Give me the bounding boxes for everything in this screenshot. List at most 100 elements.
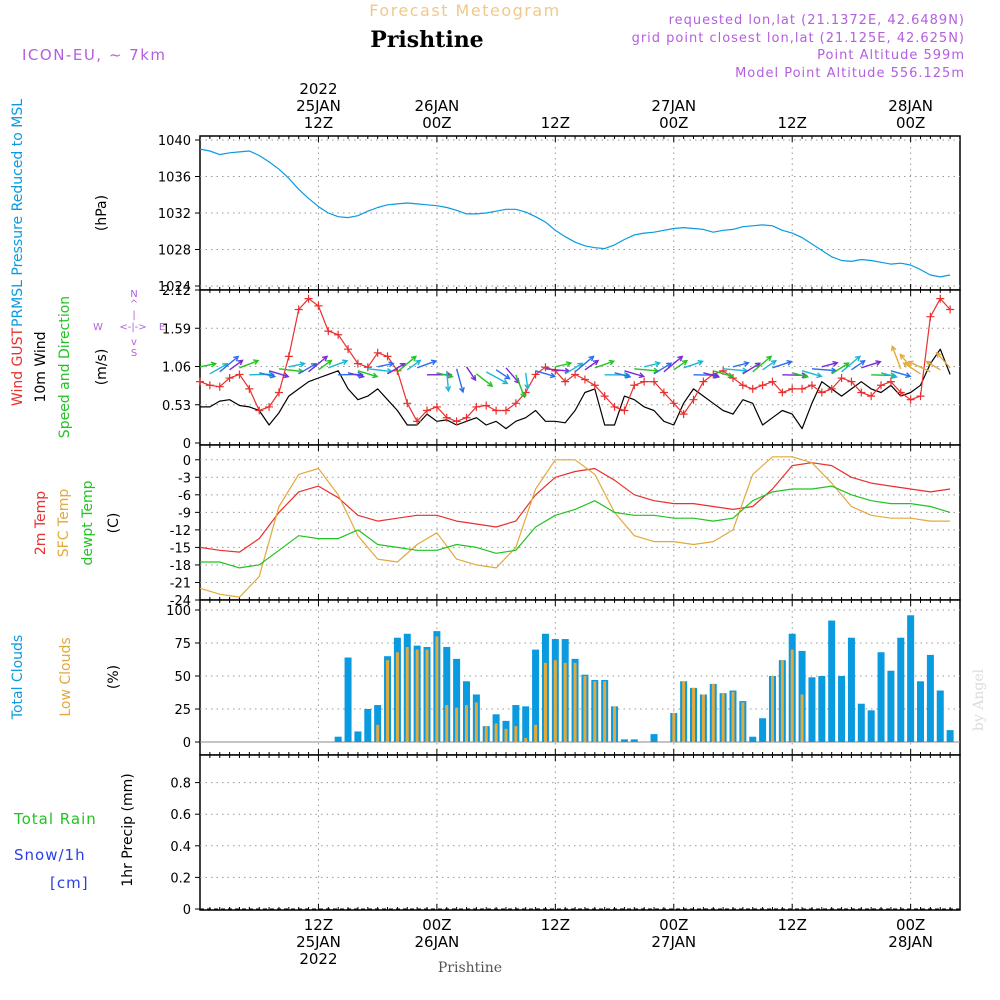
wind-direction-arrow: [555, 362, 572, 368]
wind-direction-arrow: [455, 368, 464, 393]
wind-direction-arrow: [545, 368, 570, 372]
total-clouds-bar: [630, 739, 638, 742]
wind-direction-arrow: [653, 362, 672, 375]
point-altitude: Point Altitude 599m: [817, 48, 965, 63]
wind-gust-marker: [205, 381, 214, 390]
wind-arrow-head: [905, 372, 912, 379]
y-tick-label: 75: [174, 637, 191, 652]
time-label-top: 00Z: [422, 114, 451, 132]
y-tick-label: -3: [178, 471, 191, 486]
wind-direction-arrow: [367, 368, 392, 373]
pressure-unit: (hPa): [94, 195, 110, 231]
total-clouds-bar: [838, 676, 846, 742]
low-clouds-bar: [770, 676, 774, 742]
wind-gust-marker: [807, 381, 816, 390]
wind-arrow-head: [445, 385, 452, 393]
wind-direction-arrow: [801, 370, 822, 378]
wind-arrow-head: [832, 360, 839, 367]
total-clouds-bar: [828, 620, 836, 742]
y-tick-label: 0.53: [162, 399, 191, 414]
wind-arrow-head: [925, 360, 932, 367]
wind-arrow-head: [902, 362, 909, 368]
panel-frame-clouds: [199, 599, 961, 756]
wind-direction-arrow: [229, 359, 243, 371]
wind-direction-arrow: [416, 360, 437, 369]
time-label-bottom: 12Z: [541, 916, 570, 934]
total-clouds-bar: [877, 652, 885, 742]
temp-dewpt-label: dewpt Temp: [80, 480, 96, 565]
wind-gust-marker: [728, 374, 737, 383]
wind-arrow-head: [713, 372, 721, 379]
total-clouds-bar: [808, 677, 816, 742]
wind-arrow-head: [447, 372, 454, 379]
wind-direction-arrow: [288, 362, 305, 368]
wind-direction-arrow: [485, 371, 508, 385]
wind-direction-arrow: [614, 372, 631, 378]
wind-arrow-head: [677, 355, 684, 362]
wind-gust-marker: [650, 377, 659, 386]
total-clouds-bar: [650, 734, 658, 742]
total-clouds-bar: [936, 690, 944, 742]
panel-frame-temperature: [199, 444, 961, 601]
y-tick-label: 1040: [158, 134, 191, 149]
time-label-top: 12Z: [304, 114, 333, 132]
compass-horizontal: <-|->: [119, 322, 146, 333]
wind-arrow-head: [415, 359, 422, 366]
wind-gust-marker: [344, 345, 353, 354]
low-clouds-bar: [573, 662, 577, 742]
wind-gust-marker: [630, 381, 639, 390]
wind-arrow-head: [816, 372, 823, 379]
pressure-line: [199, 148, 951, 278]
time-label-top: 28JAN: [888, 97, 933, 115]
wind-gust-marker: [403, 399, 412, 408]
wind-direction-arrow: [505, 367, 520, 384]
compass-north: N: [130, 289, 137, 300]
low-clouds-bar: [464, 705, 468, 742]
wind-arrow-head: [890, 345, 897, 352]
wind-gust-marker: [778, 388, 787, 397]
wind-direction-arrow: [535, 370, 555, 378]
time-label-top: 2022: [299, 80, 337, 98]
wind-gust-marker: [946, 305, 955, 314]
wind-arrow-head: [487, 381, 494, 387]
low-clouds-bar: [780, 660, 784, 742]
low-clouds-bar: [613, 706, 617, 742]
wind-direction-arrow: [899, 354, 912, 368]
time-label-bottom: 12Z: [304, 916, 333, 934]
wind-direction-arrow: [249, 373, 274, 376]
low-clouds-bar: [672, 712, 676, 742]
wind-gust-marker: [413, 417, 422, 426]
y-tick-label: 0: [183, 903, 191, 918]
low-clouds-bar: [484, 726, 488, 742]
wind-gust-marker: [916, 392, 925, 401]
low-clouds-bar: [415, 649, 419, 742]
low-clouds-bar: [593, 681, 597, 742]
temp-line-sfc-temp: [199, 456, 951, 598]
y-tick-label: -15: [170, 541, 191, 556]
wind-arrow-head: [470, 375, 477, 382]
time-label-bottom: 27JAN: [651, 933, 696, 951]
time-label-top: 12Z: [541, 114, 570, 132]
total-clouds-bar: [334, 736, 342, 742]
wind-direction-arrow: [936, 352, 951, 369]
wind-arrow-head: [935, 351, 942, 358]
wind-direction-arrow: [762, 360, 777, 371]
wind-gust-marker: [314, 301, 323, 310]
wind-gust-marker: [501, 406, 510, 415]
y-tick-label: -21: [170, 576, 191, 591]
wind-direction-arrow: [624, 370, 644, 378]
wind-arrow-head: [854, 355, 862, 362]
wind-direction-arrow: [903, 362, 921, 375]
total-clouds-bar: [946, 730, 954, 742]
wind-arrow-head: [727, 372, 734, 379]
y-tick-label: 0: [183, 454, 191, 469]
wind-direction-arrow: [752, 355, 772, 373]
wind-gust-label: Wind GUST: [10, 327, 26, 406]
temp-line-dewpt-temp: [200, 485, 951, 569]
precip-unit: 1hr Precip (mm): [120, 773, 136, 886]
time-label-top: 25JAN: [296, 97, 341, 115]
wind-direction-arrow: [634, 368, 659, 372]
wind-gust-marker: [245, 384, 254, 393]
wind-arrow-head: [504, 373, 511, 380]
